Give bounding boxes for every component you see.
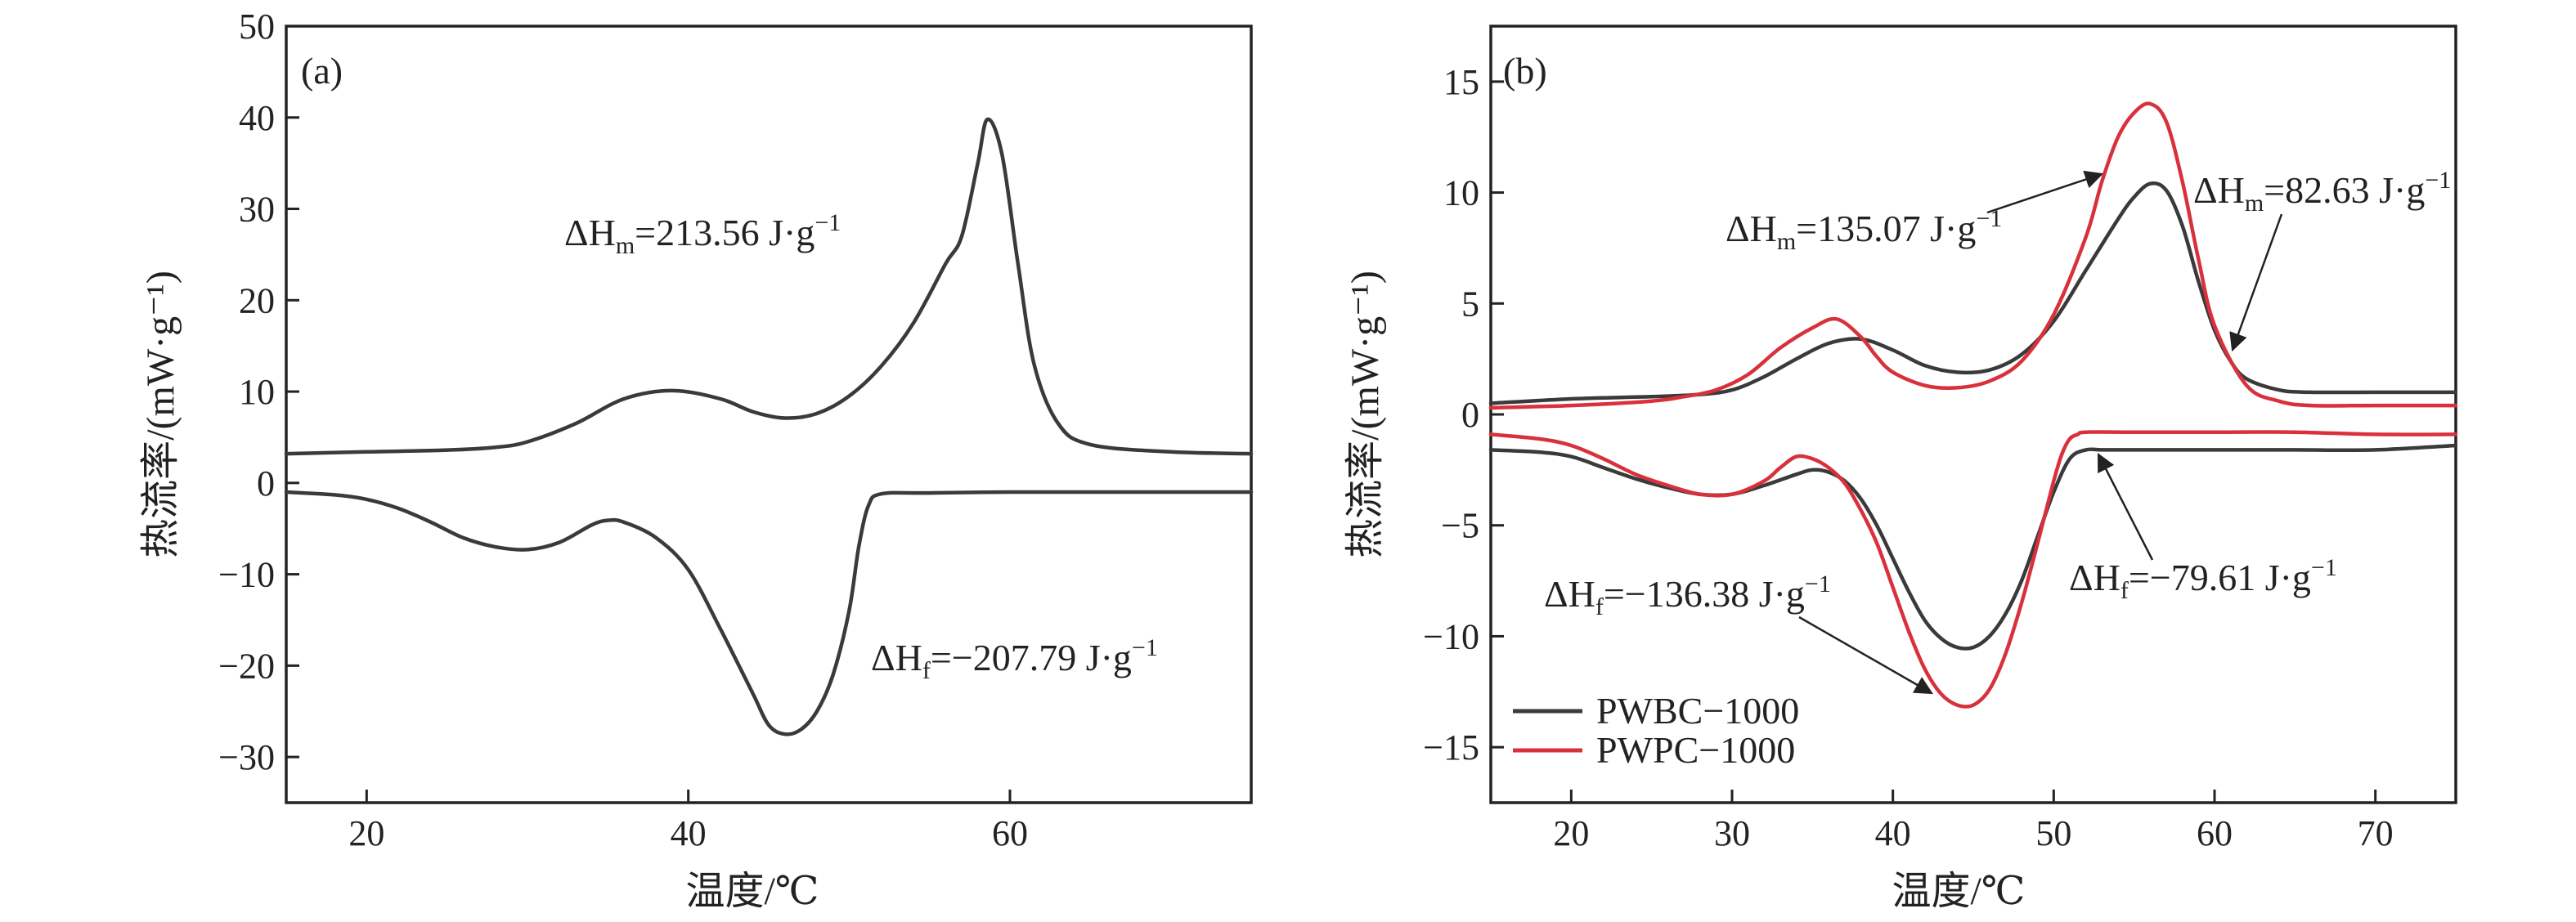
legend-label-pwpc: PWPC−1000 (1596, 729, 1795, 771)
curves-a (284, 117, 1254, 736)
plot-frame-b (1489, 25, 2457, 804)
y-tick-label: −10 (218, 555, 275, 595)
y-tick-label: −5 (1441, 506, 1479, 546)
y-tick-label: −30 (218, 737, 275, 777)
series-line-b-3 (1488, 430, 2458, 709)
annotation-arrow-b-melting-pwpc (1986, 170, 2104, 214)
series-line-a-0 (284, 117, 1254, 456)
y-tick-label: 10 (239, 372, 275, 412)
x-tick-label: 60 (2197, 813, 2233, 853)
y-axis-b: −15 −10 −5 0 5 10 15 (1423, 62, 1504, 768)
curves-b (1488, 101, 2458, 709)
series-line-b-1 (1488, 101, 2458, 410)
annotation-arrow-b-freezing-pwbc (2097, 452, 2154, 561)
x-tick-label: 20 (1553, 813, 1589, 853)
x-tick-label: 20 (348, 813, 384, 853)
panel-label-a: (a) (301, 50, 343, 92)
chart-panel-b: −15 −10 −5 0 5 10 15 20 30 40 50 60 70 (b) 热流率/(mW·… (1344, 25, 2458, 913)
x-axis-title-a: 温度/℃ (685, 870, 819, 913)
annotation-b-melting-pwpc: ΔHm=135.07 J·g−1 (1726, 205, 2002, 255)
annotation-a-freezing: ΔHf=−207.79 J·g−1 (871, 634, 1158, 684)
y-axis-title-a: 热流率/(mW·g⁻¹) (139, 271, 182, 558)
annotation-a-melting: ΔHm=213.56 J·g−1 (564, 209, 841, 259)
annotation-b-freezing-pwpc: ΔHf=−136.38 J·g−1 (1544, 571, 1831, 620)
legend-label-pwbc: PWBC−1000 (1596, 690, 1799, 732)
x-tick-label: 40 (1875, 813, 1911, 853)
y-tick-label: −15 (1423, 727, 1479, 768)
y-tick-label: 15 (1443, 62, 1479, 102)
x-axis-a: 20 40 60 (348, 790, 1028, 853)
y-tick-label: 40 (239, 98, 275, 138)
x-tick-label: 60 (992, 813, 1028, 853)
annotation-arrow-b-freezing-pwpc (1798, 615, 1933, 695)
chart-panel-a: −30 −20 −10 0 10 20 30 40 50 20 40 60 (a) 热流率/(mW·… (139, 7, 1254, 913)
series-line-a-1 (284, 490, 1254, 736)
y-axis-title-b: 热流率/(mW·g⁻¹) (1344, 271, 1387, 558)
x-axis-title-b: 温度/℃ (1892, 870, 2025, 913)
annotation-b-freezing-pwbc: ΔHf=−79.61 J·g−1 (2069, 554, 2337, 604)
y-tick-label: −10 (1423, 616, 1479, 656)
plot-frame-a (285, 25, 1253, 804)
y-tick-label: 30 (239, 190, 275, 230)
y-tick-label: 0 (1461, 395, 1479, 435)
x-axis-b: 20 30 40 50 60 70 (1553, 790, 2394, 853)
y-tick-label: 10 (1443, 173, 1479, 213)
y-axis-a: −30 −20 −10 0 10 20 30 40 50 (218, 7, 299, 777)
x-tick-label: 40 (671, 813, 707, 853)
legend-b: PWBC−1000 PWPC−1000 (1513, 690, 1799, 771)
annotation-b-melting-pwbc: ΔHm=82.63 J·g−1 (2193, 167, 2451, 217)
y-tick-label: 50 (239, 7, 275, 47)
x-tick-label: 70 (2358, 813, 2394, 853)
y-tick-label: 5 (1461, 284, 1479, 324)
x-tick-label: 50 (2035, 813, 2071, 853)
annotation-arrow-b-melting-pwbc (2229, 213, 2283, 352)
x-tick-label: 30 (1714, 813, 1750, 853)
panel-label-b: (b) (1503, 50, 1547, 92)
y-tick-label: 0 (257, 463, 275, 504)
y-tick-label: −20 (218, 646, 275, 686)
y-tick-label: 20 (239, 280, 275, 320)
